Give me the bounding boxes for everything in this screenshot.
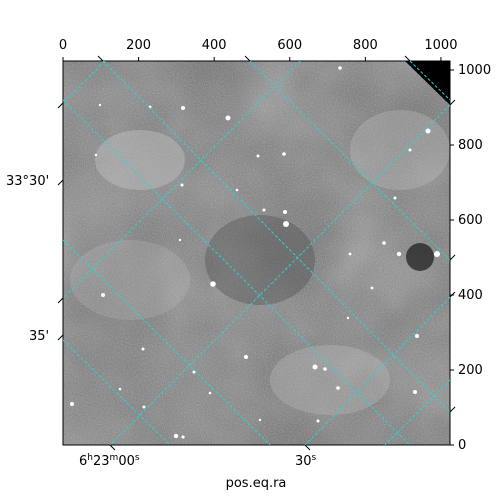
wcs-tick-mark [57,102,64,109]
top-tick-label: 200 [126,38,151,53]
right-pixel-axis: 0 200 400 600 800 1000 [450,63,491,453]
star [173,433,179,439]
dec-tick-label-1: 35' [29,329,49,344]
star [348,252,352,256]
ra-tick-label-1: 30s [295,453,317,469]
star [396,251,402,257]
right-tick-label: 200 [458,363,483,378]
wcs-tick-mark [449,254,456,261]
star [225,115,231,121]
star [312,364,318,370]
x-axis-title: pos.eq.ra [226,476,287,491]
wcs-tick-mark [449,406,456,413]
right-tick-label: 0 [458,438,466,453]
star [181,435,185,439]
wcs-grid-line [304,296,450,445]
star [256,154,260,158]
right-tick-label: 1000 [458,63,491,78]
wcs-tick-mark [449,99,456,106]
top-tick-label: 0 [59,38,67,53]
star [142,405,146,409]
star [178,238,182,242]
star [316,419,320,423]
star [192,370,196,374]
wcs-tick-mark [57,297,64,304]
wcs-grid-line [109,104,450,445]
star [210,281,216,287]
wcs-tick-mark [57,179,64,186]
wcs-grid-line [249,61,450,261]
star [258,418,262,422]
wcs-grid-line [384,379,450,445]
star [323,367,327,371]
dec-tick-label-0: 33°30' [6,174,49,189]
ra-tick-label-0: 6h23m00s [79,453,140,469]
star [413,390,417,394]
star [346,316,350,320]
right-tick-label: 400 [458,288,483,303]
wcs-tick-mark [404,55,411,62]
stars [70,66,440,439]
star [415,334,419,338]
top-tick-label: 400 [202,38,227,53]
top-pixel-axis: 0 200 400 600 800 1000 [59,38,457,61]
wcs-tick-mark [109,444,116,451]
star [283,221,289,227]
star [425,128,431,134]
wcs-grid-line [63,239,271,445]
star [181,106,185,110]
star [208,391,212,395]
star [370,286,374,290]
wcs-tick-mark [97,55,104,62]
wcs-tick-mark [57,334,64,341]
wcs-grid-line [409,61,450,101]
star [262,208,266,212]
star [382,241,386,245]
wcs-grid-line [63,61,301,299]
top-tick-label: 1000 [424,38,457,53]
star [244,355,248,359]
star [235,188,239,192]
star [283,210,287,214]
star [101,293,105,297]
star [393,196,397,200]
star [180,183,184,187]
image-panel [63,61,450,445]
top-tick-label: 800 [353,38,378,53]
star [434,251,440,257]
wcs-grid-line [102,61,450,413]
top-tick-label: 600 [277,38,302,53]
star [70,402,74,406]
right-tick-label: 600 [458,213,483,228]
wcs-tick-mark [244,55,251,62]
star [141,347,145,351]
plot-frame [62,60,451,446]
star [118,387,122,391]
right-tick-label: 800 [458,138,483,153]
star [94,153,98,157]
wcs-grid-line [63,99,411,445]
wcs-tick-mark [304,444,311,451]
star [98,103,102,107]
wcs-grid [63,61,450,445]
star [336,386,340,390]
star [282,152,286,156]
star [338,66,342,70]
star [408,148,412,152]
